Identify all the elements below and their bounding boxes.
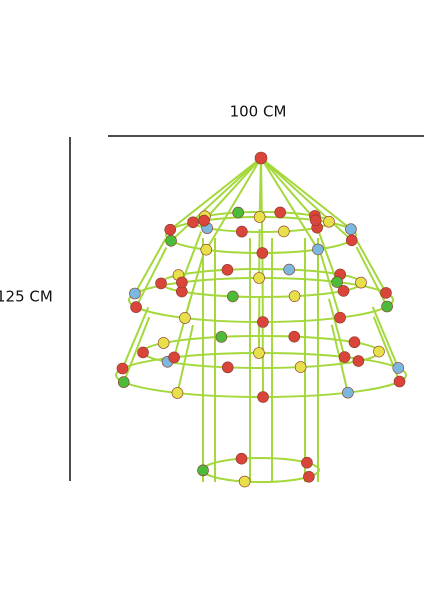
rod (135, 247, 168, 308)
connector-ball (253, 347, 265, 359)
connector-ball (197, 464, 209, 477)
connector-ball (312, 243, 324, 256)
connector-ball (198, 214, 210, 227)
connector-ball (232, 206, 244, 219)
connector-ball (294, 361, 307, 373)
rod (203, 157, 262, 222)
connector-ball (288, 290, 301, 302)
connector-ball (381, 300, 393, 313)
connector-ball (392, 362, 405, 374)
connector-ball (283, 263, 295, 276)
connector-ball (179, 312, 191, 324)
connector-ball (116, 362, 129, 375)
rod (319, 253, 342, 318)
connector-ball (200, 243, 213, 256)
connector-ball (236, 225, 248, 238)
connector-ball (355, 276, 367, 289)
connector-ball (288, 330, 301, 343)
connector-ball (253, 211, 266, 223)
connector-ball (164, 223, 177, 236)
connector-ball (309, 214, 322, 227)
connector-ball (257, 391, 269, 403)
connector-ball (227, 290, 239, 303)
rod (170, 157, 262, 242)
rod (121, 306, 150, 369)
rod (134, 238, 167, 294)
connector-ball (137, 346, 149, 359)
rod (205, 157, 262, 251)
connector-ball (331, 276, 343, 288)
connector-ball (256, 247, 269, 259)
connector-ball (278, 225, 290, 238)
connector-ball (215, 331, 228, 343)
connector-ball (129, 287, 141, 300)
connector-ball (187, 216, 199, 229)
connector-ball (171, 387, 184, 399)
connector-ball (393, 375, 406, 388)
connector-ball (274, 206, 286, 219)
width-label: 100 CM (230, 103, 287, 121)
connector-ball (323, 215, 335, 228)
rod (260, 157, 353, 242)
rod (260, 157, 352, 230)
connector-ball (342, 386, 354, 399)
rod (260, 157, 317, 221)
rod (260, 157, 319, 250)
connector-ball (221, 264, 234, 276)
connector-ball (168, 351, 180, 364)
connector-ball (238, 475, 251, 488)
connector-ball (345, 223, 357, 235)
rod (173, 298, 192, 358)
connector-ball (380, 287, 392, 299)
connector-ball (257, 316, 269, 328)
connector-ball (334, 311, 346, 324)
connector-ball (254, 151, 268, 165)
connector-ball (352, 355, 365, 367)
connector-ball (155, 277, 167, 290)
height-label: 125 CM (0, 288, 53, 306)
connector-ball (303, 470, 315, 483)
rod (258, 157, 262, 218)
connector-ball (348, 336, 361, 349)
connector-ball (345, 234, 358, 247)
connector-ball (301, 456, 313, 469)
tree-frame (115, 151, 407, 488)
rod (169, 157, 262, 231)
rod (328, 298, 346, 358)
connector-ball (337, 285, 350, 297)
connector-ball (338, 351, 351, 363)
rod (122, 316, 151, 383)
connector-ball (253, 272, 265, 284)
connector-ball (130, 301, 142, 313)
connector-ball (176, 276, 188, 289)
connector-ball (157, 337, 170, 349)
connector-ball (165, 235, 177, 247)
rod (176, 324, 194, 394)
connector-ball (373, 345, 385, 358)
connector-ball (117, 376, 130, 388)
connector-ball (221, 361, 234, 374)
rod (371, 306, 400, 369)
connector-ball (235, 452, 248, 465)
rod (354, 237, 387, 294)
